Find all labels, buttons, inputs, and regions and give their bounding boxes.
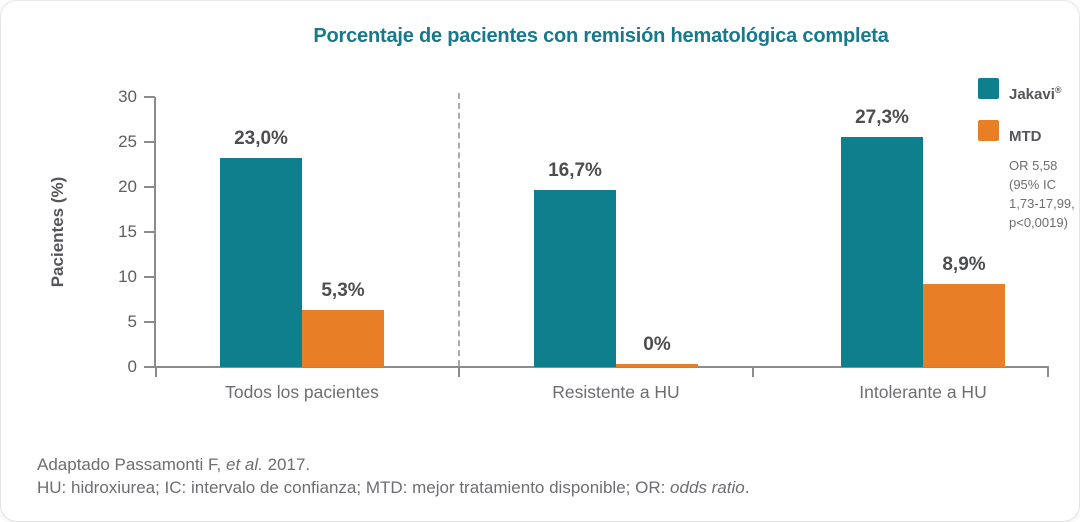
footnote-abbrev-oddsratio: odds ratio [670, 478, 745, 497]
bar-value-label-jakavi-2: 27,3% [855, 106, 909, 128]
group-divider-dashed-line [458, 93, 460, 366]
y-axis-tick-label: 5 [127, 312, 137, 331]
category-label-1: Resistente a HU [552, 382, 680, 402]
footnote-abbrev-pre: HU: hidroxiurea; IC: intervalo de confia… [37, 478, 671, 497]
bar-value-label-mtd-0: 5,3% [321, 280, 365, 302]
footnote-line-abbreviations: HU: hidroxiurea; IC: intervalo de confia… [37, 476, 749, 499]
y-axis-tick [144, 366, 155, 368]
y-axis-title: Pacientes (%) [48, 176, 67, 288]
bar-value-label-mtd-1: 0% [643, 334, 671, 356]
x-axis-line [154, 366, 1049, 368]
y-axis-tick [144, 231, 155, 233]
x-axis-tick [752, 367, 754, 377]
category-label-2: Intolerante a HU [859, 382, 987, 402]
footnote-source-etal: et al. [226, 455, 263, 474]
category-label-0: Todos los pacientes [225, 382, 379, 402]
y-axis-tick-label: 30 [118, 87, 137, 106]
y-axis-tick-label: 0 [127, 357, 137, 376]
y-axis-tick [144, 276, 155, 278]
or-annotation: OR 5,58 (95% IC 1,73-17,99, p<0,0019) [1009, 156, 1079, 232]
y-axis-tick [144, 96, 155, 98]
y-axis-tick [144, 186, 155, 188]
or-annotation-line: (95% IC [1009, 177, 1056, 192]
or-annotation-line: OR 5,58 [1009, 158, 1058, 173]
footnote-source-pre: Adaptado Passamonti F, [37, 455, 227, 474]
footnote-source-post: 2017. [262, 455, 311, 474]
legend-label-mtd: MTD [1009, 122, 1042, 145]
legend-label-jakavi-text: Jakavi [1009, 86, 1055, 103]
footnote-abbrev-post: . [744, 478, 750, 497]
y-axis-tick-label: 25 [118, 132, 137, 151]
footnote-line-source: Adaptado Passamonti F, et al. 2017. [37, 453, 749, 476]
y-axis-tick [144, 321, 155, 323]
bar-value-label-jakavi-1: 16,7% [548, 159, 602, 181]
y-axis-tick [144, 141, 155, 143]
bar-mtd-2 [923, 284, 1005, 367]
legend-swatch-mtd [978, 120, 999, 141]
bar-mtd-0 [302, 310, 384, 367]
y-axis-tick-label: 15 [118, 222, 137, 241]
y-axis-tick-label: 10 [118, 267, 137, 286]
bar-jakavi-2 [841, 136, 923, 367]
footnote: Adaptado Passamonti F, et al. 2017. HU: … [37, 453, 749, 499]
x-axis-tick [1047, 367, 1049, 377]
x-axis-tick [458, 367, 460, 377]
legend-label-jakavi: Jakavi® [1009, 80, 1062, 103]
legend-label-mtd-text: MTD [1009, 128, 1042, 145]
chart-title: Porcentaje de pacientes con remisión hem… [313, 25, 889, 47]
x-axis-tick [155, 367, 157, 377]
bar-value-label-mtd-2: 8,9% [942, 254, 986, 276]
registered-trademark-sign: ® [1054, 85, 1062, 95]
y-axis-tick-label: 20 [118, 177, 137, 196]
or-annotation-line: p<0,0019) [1009, 215, 1068, 230]
legend-swatch-jakavi [978, 78, 999, 99]
bar-mtd-1 [616, 364, 698, 367]
bar-jakavi-1 [534, 189, 616, 367]
or-annotation-line: 1,73-17,99, [1009, 196, 1075, 211]
bar-value-label-jakavi-0: 23,0% [234, 128, 288, 150]
y-axis-line [154, 97, 156, 368]
plot-area: Pacientes (%) 0 5 10 15 20 25 30 23,0% 16,7% 27,3… [1, 1, 1079, 431]
bar-jakavi-0 [220, 158, 302, 367]
